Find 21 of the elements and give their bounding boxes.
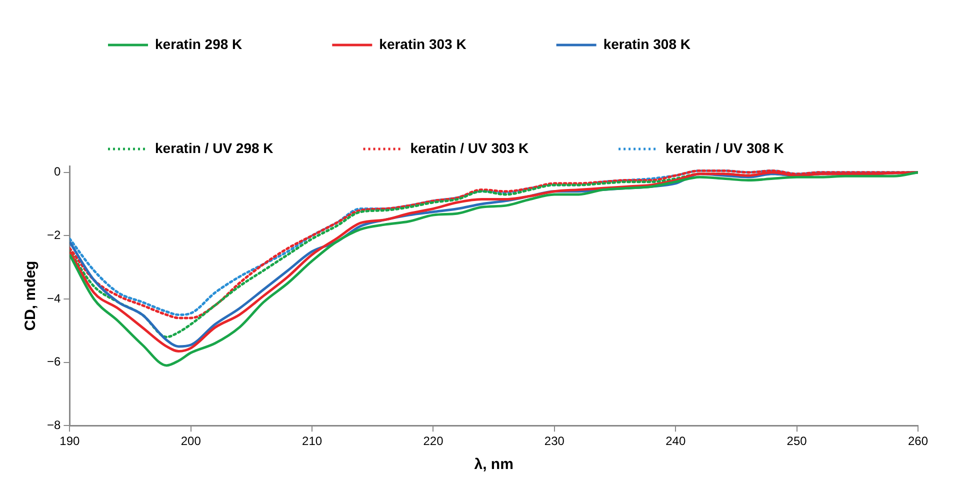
legend-label: keratin 308 K — [603, 36, 690, 52]
x-tick-label: 190 — [60, 434, 80, 448]
legend-label: keratin 298 K — [155, 36, 242, 52]
x-tick-label: 240 — [666, 434, 686, 448]
y-axis-title: CD, mdeg — [22, 260, 40, 331]
legend-label: keratin / UV 303 K — [410, 140, 529, 156]
x-tick-label: 230 — [544, 434, 565, 448]
x-tick-label: 250 — [786, 434, 808, 448]
legend-label: keratin / UV 308 K — [666, 140, 784, 156]
x-tick-label: 260 — [908, 434, 928, 448]
legend-label: keratin 303 K — [379, 36, 466, 52]
y-tick-label: 0 — [54, 164, 61, 179]
y-tick-label: −6 — [46, 354, 61, 369]
y-tick-label: −2 — [46, 228, 61, 242]
x-tick-label: 200 — [180, 434, 202, 448]
legend-label: keratin / UV 298 K — [155, 140, 274, 156]
y-tick-label: −8 — [46, 418, 61, 432]
x-tick-label: 220 — [423, 434, 444, 448]
x-tick-label: 210 — [302, 434, 322, 448]
y-tick-label: −4 — [46, 291, 61, 306]
x-axis-title: λ, nm — [474, 456, 514, 474]
